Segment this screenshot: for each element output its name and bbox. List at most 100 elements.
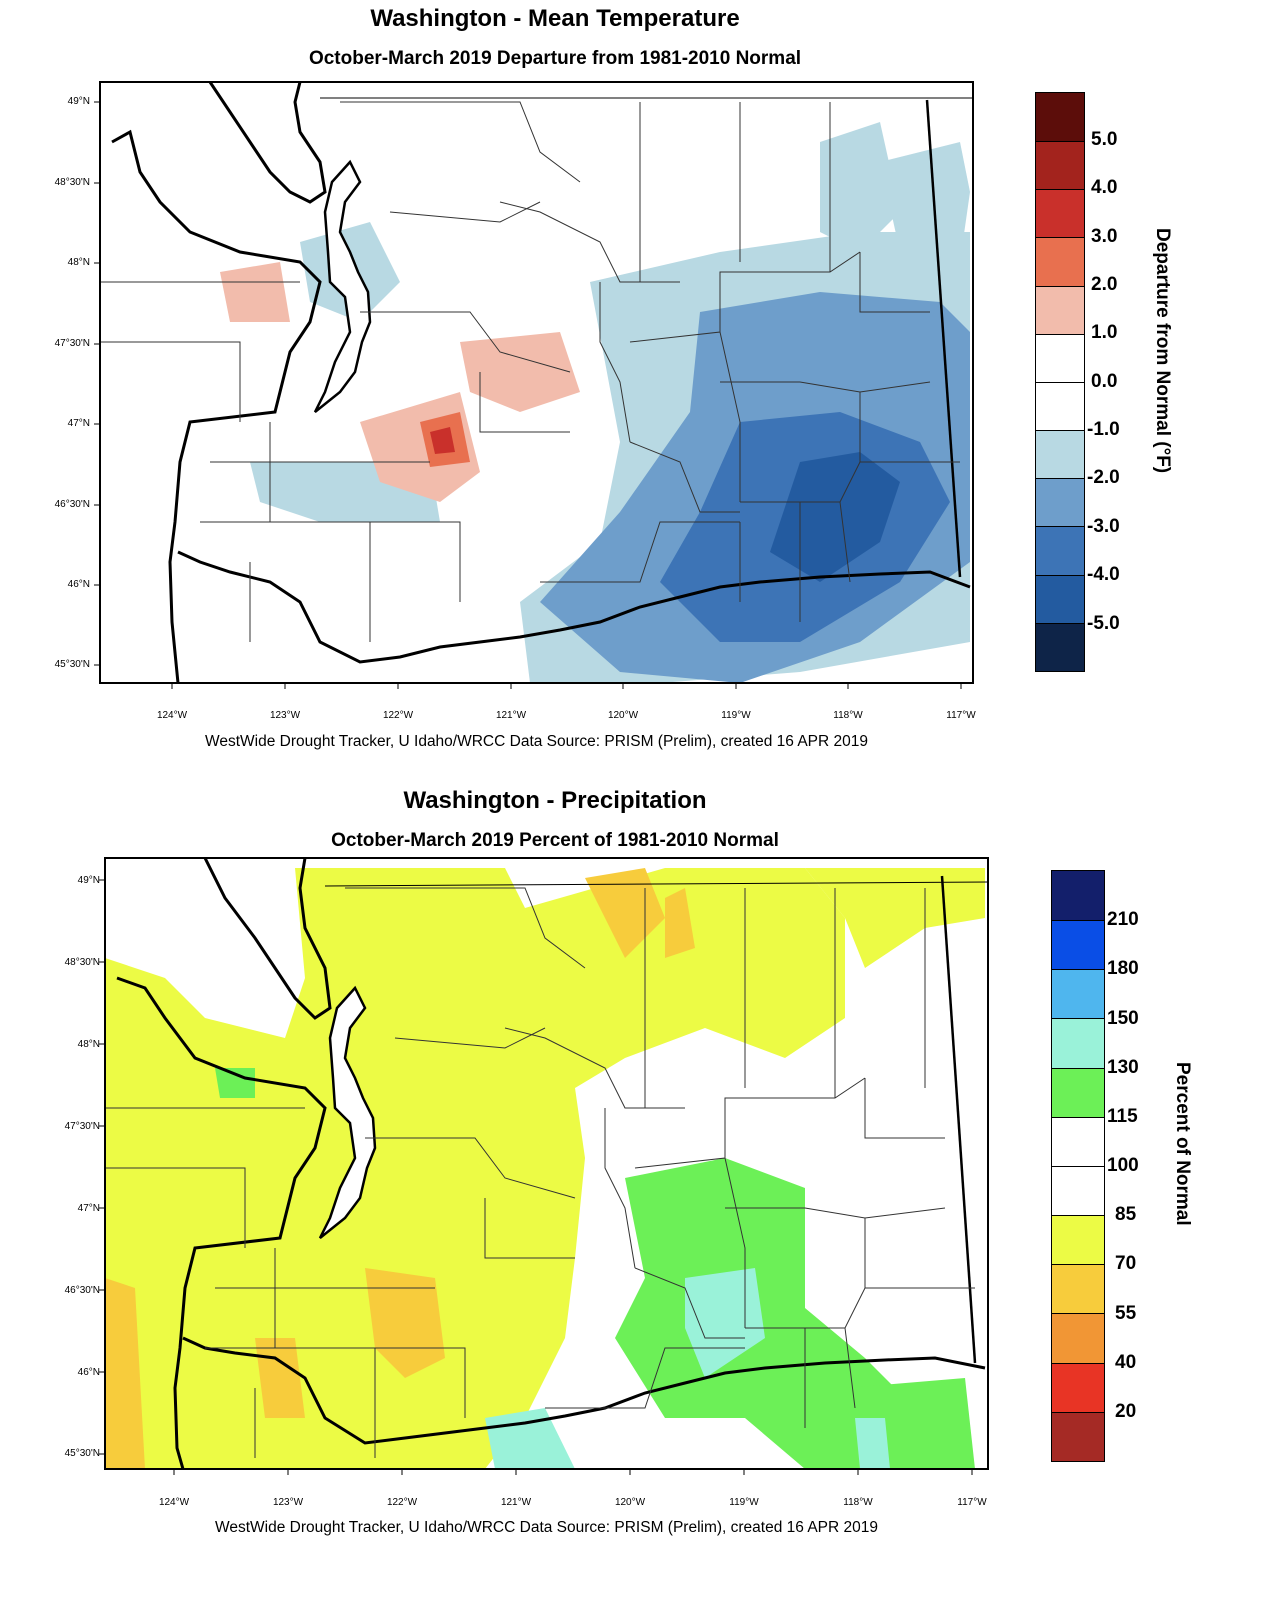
colorbar-label: 5.0 [1091,129,1118,150]
lon-label: 117°W [957,1497,987,1508]
colorbar-label: -5.0 [1087,613,1120,634]
lon-label: 118°W [833,710,863,721]
precipitation-map-panel: Washington - Precipitation October-March… [0,787,1280,1600]
lat-label: 48°30'N [54,177,90,188]
precipitation-credit: WestWide Drought Tracker, U Idaho/WRCC D… [214,1519,879,1536]
county-lines [105,887,975,1458]
colorbar-swatch [1036,93,1084,142]
colorbar-swatch [1052,1018,1104,1068]
lon-label: 123°W [269,710,301,721]
colorbar-label: -2.0 [1087,467,1120,488]
temperature-anomaly-field [220,122,970,683]
lon-label: 124°W [158,1497,190,1508]
lat-label: 47°30'N [54,338,90,349]
colorbar-title: Departure from Normal (°F) [1152,228,1173,474]
coastline [111,129,322,683]
colorbar-label: 70 [1115,1253,1137,1274]
idaho-border [940,875,977,1364]
colorbar-label: 150 [1107,1008,1139,1029]
lon-label: 118°W [843,1497,873,1508]
lat-label: 45°30'N [64,1448,100,1459]
lon-label: 121°W [495,710,527,721]
lon-label: 117°W [946,710,976,721]
colorbar-label: -3.0 [1087,516,1120,537]
colorbar-swatch [1052,871,1104,921]
colorbar-swatch [1052,1313,1104,1363]
lon-label: 123°W [272,1497,304,1508]
colorbar-swatch [1052,1411,1104,1461]
lon-label: 119°W [729,1497,759,1508]
temperature-subtitle: October-March 2019 Departure from 1981-2… [308,48,802,69]
temperature-colorbar [1035,92,1085,672]
map-frame [99,81,974,684]
lat-label: 47°N [77,1203,100,1214]
precipitation-title: Washington - Precipitation [403,787,707,814]
precipitation-colorbar [1051,870,1105,1462]
colorbar-label: 3.0 [1091,226,1118,247]
colorbar-swatch [1052,1264,1104,1314]
colorbar-label: 210 [1107,909,1139,930]
lon-label: 122°W [382,710,414,721]
precipitation-map [99,857,989,1475]
colorbar-swatch [1052,920,1104,970]
lon-label: 122°W [386,1497,418,1508]
colorbar-swatch [1036,237,1084,286]
lat-label: 47°30'N [64,1121,100,1132]
lon-label: 120°W [607,710,639,721]
colorbar-label: 2.0 [1091,274,1118,295]
lat-label: 48°N [77,1039,100,1050]
precipitation-subtitle: October-March 2019 Percent of 1981-2010 … [331,830,779,851]
colorbar-swatch [1036,381,1084,431]
colorbar-swatch [1052,969,1104,1019]
colorbar-label: -1.0 [1087,419,1120,440]
colorbar-label: -4.0 [1087,564,1120,585]
lat-label: 46°30'N [54,499,90,510]
canada-border [324,881,988,887]
lat-label: 46°N [77,1367,100,1378]
colorbar-title: Percent of Normal [1172,1062,1193,1226]
colorbar-label: 85 [1115,1204,1137,1225]
lon-label: 124°W [156,710,188,721]
colorbar-label: 40 [1115,1352,1137,1373]
map-frame [104,857,989,1470]
colorbar-label: 115 [1107,1106,1138,1127]
colorbar-swatch [1052,1067,1104,1117]
puget-sound-shoreline [318,985,377,1239]
lat-label: 49°N [77,875,100,886]
lat-label: 47°N [67,418,90,429]
puget-sound-shoreline [313,159,372,413]
colorbar-swatch [1036,622,1084,671]
county-lines [100,101,960,642]
colorbar-swatch [1036,333,1084,382]
colorbar-label: 100 [1107,1155,1139,1176]
colorbar-label: 130 [1107,1057,1139,1078]
precipitation-percent-field [105,868,985,1469]
colorbar-label: 20 [1115,1401,1137,1422]
coastline [116,976,327,1469]
strait-coastline [203,858,332,1020]
colorbar-label: 0.0 [1091,371,1118,392]
lat-label: 48°30'N [64,957,100,968]
temperature-credit: WestWide Drought Tracker, U Idaho/WRCC D… [204,733,869,750]
lat-label: 46°30'N [64,1285,100,1296]
lat-label: 45°30'N [54,659,90,670]
lat-label: 49°N [67,96,90,107]
colorbar-swatch [1036,526,1084,575]
colorbar-swatch [1036,430,1084,479]
colorbar-label: 4.0 [1091,177,1118,198]
colorbar-label: 1.0 [1091,322,1118,343]
lat-label: 46°N [67,579,90,590]
map-ticks [94,101,962,689]
colorbar-swatch [1036,141,1084,190]
colorbar-label: 55 [1115,1303,1137,1324]
colorbar-swatch [1052,1165,1104,1216]
colorbar-swatch [1052,1116,1104,1166]
idaho-border [925,99,962,578]
colorbar-label: 180 [1107,958,1139,979]
lon-label: 119°W [721,710,751,721]
temperature-title: Washington - Mean Temperature [370,5,740,32]
colorbar-swatch [1036,285,1084,334]
colorbar-swatch [1052,1362,1104,1412]
temperature-map-panel: Washington - Mean Temperature October-Ma… [0,0,1280,790]
lon-label: 121°W [500,1497,532,1508]
